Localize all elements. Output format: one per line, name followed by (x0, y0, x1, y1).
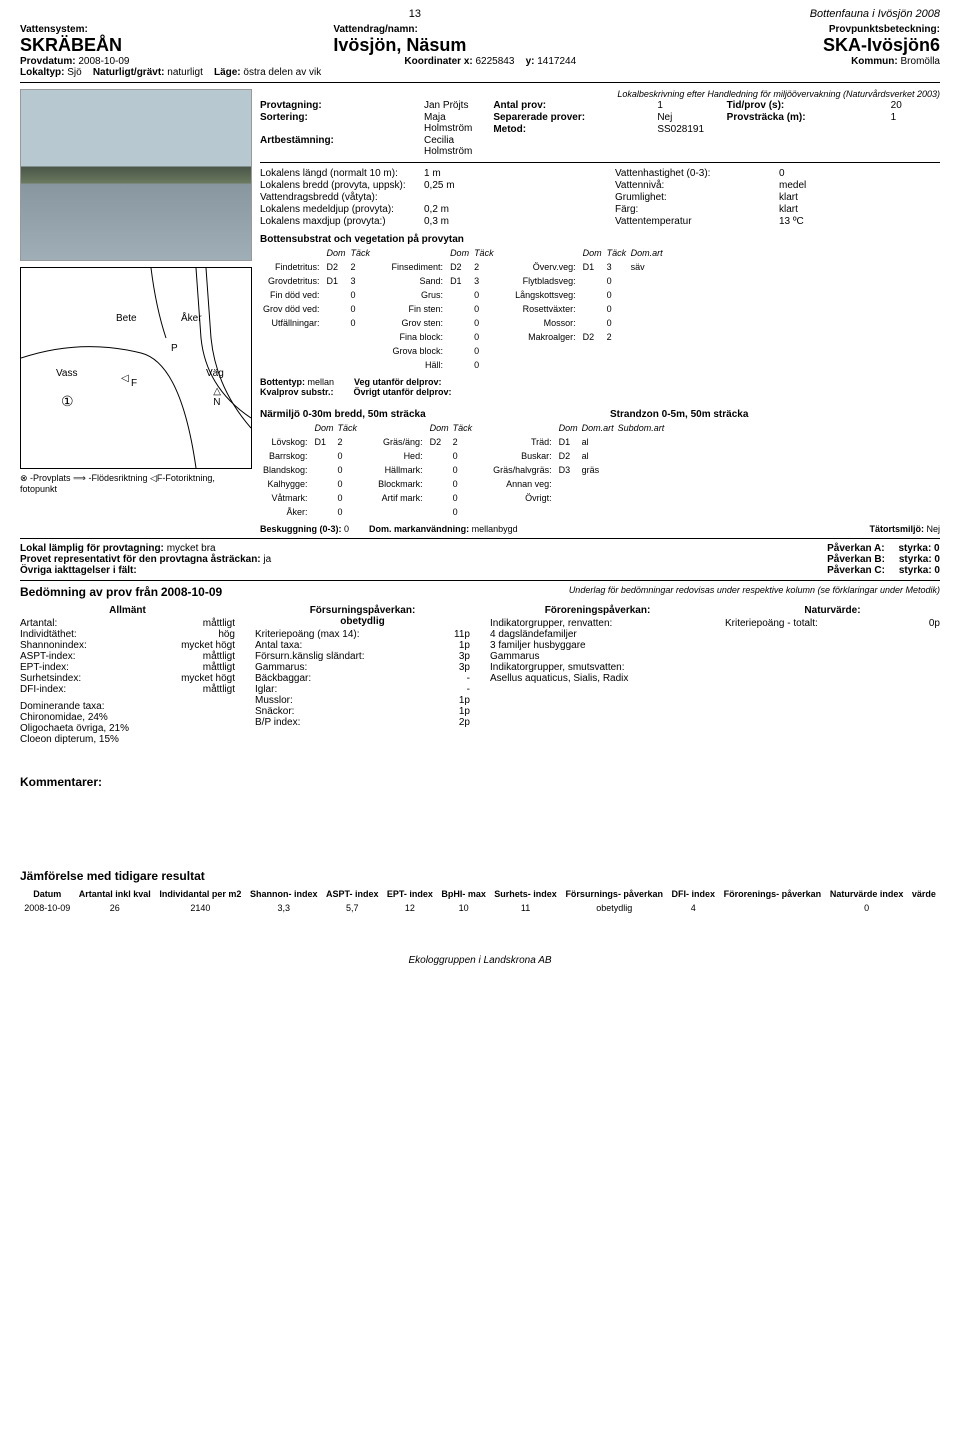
provpunkt-label: Provpunktsbeteckning: (647, 24, 940, 35)
site-photo (20, 89, 252, 261)
meta-row-2: Lokaltyp: Sjö Naturligt/grävt: naturligt… (20, 67, 940, 78)
footer: Ekologgruppen i Landskrona AB (20, 955, 940, 966)
vattensystem-label: Vattensystem: (20, 24, 313, 35)
assessment-block: Allmänt Artantal:måttligtIndividtäthet:h… (20, 603, 940, 745)
vattendrag-value: Ivösjön, Näsum (333, 35, 626, 56)
map-legend: ⊗ -Provplats ⟹ -Flödesriktning ◁F-Fotori… (20, 473, 250, 494)
page-header: 13 Bottenfauna i Ivösjön 2008 (20, 8, 940, 20)
vattensystem-value: SKRÄBEÅN (20, 35, 313, 56)
meta-row-1: Provdatum: 2008-10-09 Koordinater x: 622… (20, 56, 940, 67)
substrat-title: Bottensubstrat och vegetation på provyta… (260, 234, 940, 245)
compare-title: Jämförelse med tidigare resultat (20, 869, 940, 883)
provpunkt-value: SKA-Ivösjön6 (647, 35, 940, 56)
vattendrag-label: Vattendrag/namn: (333, 24, 626, 35)
kommentar-label: Kommentarer: (20, 775, 940, 789)
substrat-grid: DomTäckFindetritus:D22Grovdetritus:D13Fi… (260, 245, 940, 373)
doc-title: Bottenfauna i Ivösjön 2008 (810, 8, 940, 20)
sampling-note: Lokalbeskrivning efter Handledning för m… (260, 89, 940, 99)
north-arrow: △N (213, 386, 221, 408)
compare-table: DatumArtantal inkl kvalIndividantal per … (20, 887, 940, 915)
narmiljo-grid: DomTäckLövskog:D12Barrskog:0Blandskog:0K… (260, 420, 940, 520)
site-map: Bete Åker Vass Väg P F ① ◁ △N (20, 267, 252, 469)
title-block: Vattensystem: SKRÄBEÅN Vattendrag/namn: … (20, 24, 940, 56)
page-number: 13 (409, 8, 421, 20)
